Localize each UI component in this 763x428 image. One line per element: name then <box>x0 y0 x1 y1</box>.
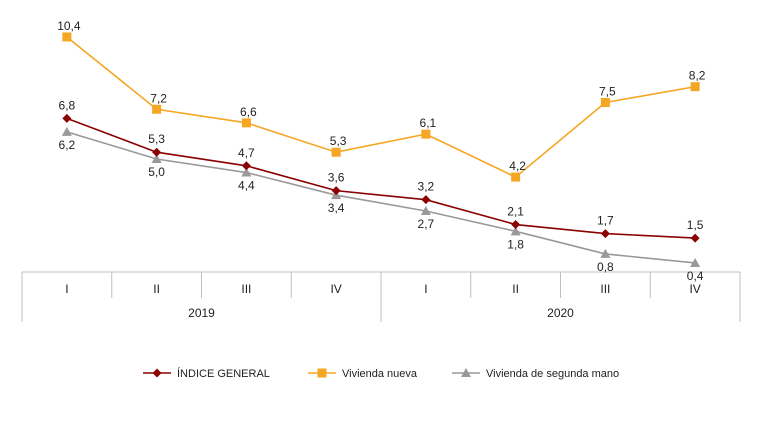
data-point-diamond <box>331 186 341 196</box>
data-label: 8,2 <box>689 69 706 83</box>
x-tick-label: III <box>241 282 251 296</box>
data-label: 4,2 <box>509 159 526 173</box>
data-point-diamond <box>511 220 521 230</box>
data-point-diamond <box>152 147 162 157</box>
data-point-square <box>241 118 251 128</box>
data-label: 6,2 <box>59 138 76 152</box>
data-label: 3,6 <box>328 171 345 185</box>
data-point-triangle <box>151 154 162 163</box>
x-group-label: 2020 <box>547 306 574 320</box>
legend-label: Vivienda de segunda mano <box>486 368 619 380</box>
x-tick-label: II <box>512 282 519 296</box>
series-line <box>66 36 696 179</box>
data-labels: 10,4 7,2 6,6 5,3 6,1 4,2 7,5 8,2 6,8 5,3 4,7 3,6 3,2… <box>57 19 706 283</box>
data-point-triangle <box>61 126 72 136</box>
data-point-triangle <box>420 205 431 215</box>
data-label: 4,7 <box>238 146 255 160</box>
data-label: 4,4 <box>238 179 255 193</box>
data-label: 1,8 <box>507 237 524 251</box>
data-point-triangle <box>510 226 521 236</box>
data-label: 0,4 <box>687 269 704 283</box>
data-label: 2,1 <box>507 205 524 219</box>
data-point-diamond <box>241 161 251 171</box>
data-label: 5,3 <box>330 134 347 148</box>
data-point-square <box>600 98 610 107</box>
x-tick-label: IV <box>330 282 341 296</box>
series-line <box>66 117 696 239</box>
data-point-diamond <box>600 229 610 239</box>
data-label: 5,0 <box>148 165 165 179</box>
data-label: 3,2 <box>418 180 435 194</box>
data-label: 6,8 <box>59 98 76 112</box>
x-tick-label: III <box>600 282 610 296</box>
legend: ÍNDICE GENERAL Vivienda nueva Vivienda de … <box>143 367 619 380</box>
data-point-diamond <box>690 233 700 243</box>
data-label: 7,2 <box>150 91 167 105</box>
data-label: 1,7 <box>597 214 614 228</box>
data-point-square <box>331 147 341 157</box>
data-label: 10,4 <box>57 19 81 33</box>
data-point-square <box>421 129 431 139</box>
data-point-square <box>62 32 72 42</box>
data-label: 6,1 <box>420 116 437 130</box>
data-point-square <box>317 368 327 378</box>
x-tick-label: IV <box>689 282 700 296</box>
data-label: 3,4 <box>328 201 345 215</box>
series-layer <box>61 32 701 267</box>
data-label: 2,7 <box>418 217 435 231</box>
x-group-label: 2019 <box>188 306 215 320</box>
x-tick-label: II <box>153 282 160 296</box>
data-label: 1,5 <box>687 218 704 232</box>
data-point-square <box>690 82 700 92</box>
legend-label: ÍNDICE GENERAL <box>177 367 270 380</box>
data-point-square <box>511 172 521 182</box>
data-point-triangle <box>461 368 471 377</box>
data-label: 0,8 <box>597 260 614 274</box>
data-point-square <box>152 104 162 114</box>
data-point-triangle <box>241 167 252 177</box>
data-label: 6,6 <box>240 105 257 119</box>
data-label: 7,5 <box>599 85 616 99</box>
x-tick-label: I <box>65 282 68 296</box>
data-point-triangle <box>690 257 701 267</box>
data-point-triangle <box>600 248 611 258</box>
x-tick-label: I <box>424 282 427 296</box>
data-point-diamond <box>152 368 162 378</box>
data-label: 5,3 <box>148 132 165 146</box>
legend-label: Vivienda nueva <box>342 368 418 380</box>
data-point-diamond <box>421 195 431 205</box>
series-line <box>66 131 696 264</box>
data-point-diamond <box>62 113 72 123</box>
